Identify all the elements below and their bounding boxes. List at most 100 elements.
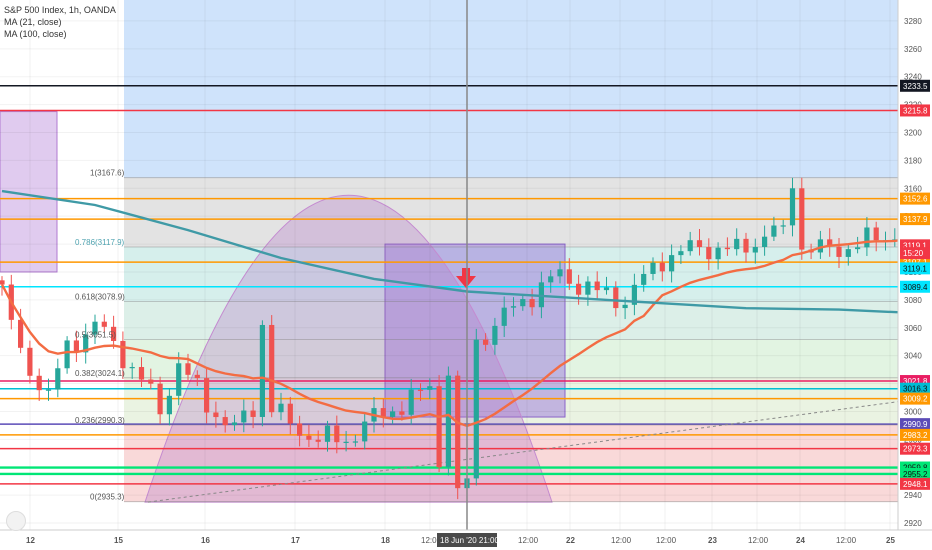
cyan-price-badge-bg (900, 262, 930, 275)
level-badge-bg (900, 418, 930, 431)
candle (92, 321, 98, 335)
y-tick-label: 3240 (904, 73, 922, 82)
candle (222, 417, 228, 426)
candle (306, 435, 312, 440)
candle (864, 227, 870, 248)
x-tick-label: 15 (114, 536, 123, 545)
candle (603, 287, 610, 291)
level-badge-bg (900, 477, 930, 490)
candle (73, 340, 79, 353)
candle (166, 395, 172, 415)
level-badge-bg (900, 213, 930, 226)
candle (408, 389, 414, 415)
x-tick-label: 18 (381, 536, 390, 545)
candle (138, 367, 145, 380)
fib-zone-1 (124, 177, 898, 248)
candle (576, 283, 582, 295)
level-badge-bg (900, 382, 930, 395)
candle (0, 280, 5, 285)
candle (752, 246, 758, 253)
x-tick-label: 12:00 (611, 536, 632, 545)
fib-label: 0(2935.3) (90, 493, 125, 502)
x-tick-label: 12:00 (748, 536, 769, 545)
candle (148, 379, 154, 384)
candle (669, 255, 675, 272)
candle (55, 368, 61, 390)
candle (855, 247, 861, 250)
fib-label: 0.382(3024.1) (75, 369, 125, 378)
candle (585, 281, 591, 295)
candle (557, 269, 563, 277)
candle (64, 340, 70, 369)
ma100-line (1, 189, 932, 316)
x-tick-label: 23 (708, 536, 717, 545)
candle (455, 375, 461, 489)
blue-zone (124, 0, 898, 178)
candle (176, 363, 182, 396)
candle (343, 441, 349, 443)
x-tick-label: 12:00 (421, 536, 442, 545)
candle (315, 439, 321, 442)
candle (380, 408, 386, 417)
candle (827, 239, 833, 247)
level-badge-bg (900, 280, 930, 293)
candle (287, 403, 293, 424)
fib-label: 0.236(2990.3) (75, 416, 125, 425)
candle (613, 287, 619, 309)
candle (436, 386, 442, 468)
candle (473, 339, 479, 479)
candle (417, 389, 424, 391)
level-badge: 3233.5 (903, 82, 928, 91)
candle (241, 410, 247, 423)
candle (529, 299, 535, 308)
candle (129, 367, 135, 369)
y-tick-label: 2920 (904, 519, 922, 528)
chart-title: S&P 500 Index, 1h, OANDA (4, 5, 116, 15)
x-tick-label: 12 (26, 536, 35, 545)
level-badge: 3137.9 (903, 215, 928, 224)
candle (399, 411, 405, 415)
ma21-line (0, 233, 932, 428)
candle (520, 299, 526, 307)
x-tick-label: 12:00 (518, 536, 539, 545)
trend-line (147, 401, 899, 503)
candle (780, 225, 786, 227)
crosshair-time-label: 18 Jun '20 21:00 (440, 536, 499, 545)
candle (622, 304, 628, 309)
candle (641, 273, 647, 285)
y-tick-label: 3080 (904, 296, 922, 305)
y-tick-label: 3260 (904, 45, 922, 54)
candle (706, 247, 712, 260)
x-tick-label: 12:00 (656, 536, 677, 545)
candle (231, 422, 238, 426)
candle (111, 326, 117, 341)
ma21-legend: MA (21, close) (4, 17, 62, 27)
x-tick-label: 17 (291, 536, 300, 545)
candle (492, 325, 498, 345)
level-badge: 2948.1 (903, 480, 928, 489)
current-price-badge: 3119.1 (903, 241, 927, 250)
candle (715, 247, 721, 260)
candle (510, 306, 517, 308)
x-tick-label: 22 (566, 536, 575, 545)
x-tick-label: 16 (201, 536, 210, 545)
candle (631, 284, 637, 305)
candle (278, 403, 284, 413)
y-tick-label: 3160 (904, 184, 922, 193)
y-tick-label: 3000 (904, 407, 922, 416)
candle (650, 262, 656, 274)
candle (724, 247, 730, 250)
candle (157, 383, 163, 415)
level-badge: 2973.3 (903, 445, 928, 454)
candle (390, 411, 396, 417)
level-badge: 3215.8 (903, 106, 928, 115)
candle (566, 269, 572, 284)
candle (687, 240, 693, 252)
crosshair-time-bg (437, 533, 497, 547)
level-badge: 3009.2 (903, 395, 928, 404)
candle (120, 340, 126, 369)
candle (185, 363, 191, 375)
level-badge: 2955.2 (903, 470, 928, 479)
